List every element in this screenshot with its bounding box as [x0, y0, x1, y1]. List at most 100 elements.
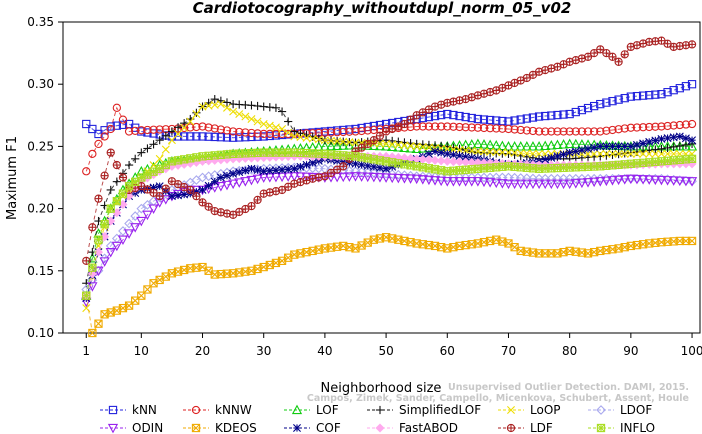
- data-point-kdeos: [681, 236, 691, 246]
- data-point-knn: [669, 86, 678, 95]
- legend-marker-knn: [108, 405, 118, 415]
- data-point-kdeos: [669, 237, 678, 246]
- data-point-loop: [271, 123, 280, 132]
- data-point-kdeos: [388, 234, 397, 243]
- data-point-odin: [503, 179, 514, 190]
- data-point-loop: [632, 149, 641, 158]
- data-point-cof: [608, 142, 617, 151]
- data-point-knn: [614, 95, 623, 104]
- data-point-cof: [632, 140, 641, 149]
- data-point-ldof: [344, 165, 355, 176]
- data-point-kdeos: [94, 319, 103, 328]
- data-point-loop: [375, 139, 384, 148]
- data-point-odin: [148, 204, 159, 214]
- data-point-kdeos: [222, 269, 232, 278]
- data-point-kdeos: [645, 239, 654, 248]
- data-point-odin: [680, 176, 692, 187]
- data-point-kdeos: [400, 236, 409, 246]
- data-point-odin: [552, 179, 563, 190]
- data-point-kdeos: [510, 243, 519, 252]
- data-point-knnw: [651, 122, 660, 131]
- data-point-knnw: [192, 122, 201, 132]
- plot-frame: [62, 21, 701, 334]
- data-point-cof: [663, 134, 672, 143]
- data-point-knnw: [608, 125, 617, 135]
- data-point-kdeos: [479, 238, 489, 247]
- data-point-cof: [174, 191, 183, 200]
- data-point-odin: [387, 173, 398, 184]
- data-point-ldof: [509, 172, 520, 183]
- data-point-kdeos: [124, 301, 134, 310]
- data-point-loop: [504, 148, 513, 157]
- data-point-kdeos: [559, 247, 568, 257]
- data-point-odin: [417, 175, 428, 185]
- data-point-kdeos: [167, 269, 177, 278]
- data-point-knnw: [449, 122, 458, 131]
- data-point-knnw: [247, 128, 256, 138]
- data-point-loop: [339, 137, 348, 146]
- data-point-ldof: [393, 169, 404, 180]
- data-point-loop: [382, 139, 391, 148]
- data-point-cof: [259, 167, 268, 176]
- y-axis: 0.10 0.15 0.20 0.25 0.30 0.35: [27, 15, 63, 340]
- y-tick-label: 0.10: [27, 326, 54, 340]
- data-point-odin: [497, 179, 508, 189]
- data-point-inflo: [106, 204, 115, 213]
- data-point-knn: [118, 120, 128, 129]
- data-point-knn: [192, 132, 201, 141]
- data-point-cof: [657, 134, 666, 143]
- data-point-odin: [644, 175, 655, 185]
- data-point-odin: [99, 257, 110, 267]
- data-point-odin: [87, 282, 98, 292]
- data-point-loop: [204, 101, 213, 110]
- data-point-knnw: [645, 122, 654, 132]
- data-point-knnw: [437, 122, 446, 131]
- data-point-odin: [130, 223, 141, 233]
- data-point-loop: [345, 138, 354, 147]
- data-point-kdeos: [565, 246, 574, 256]
- data-point-knn: [106, 122, 115, 131]
- data-point-knnw: [418, 122, 427, 131]
- data-point-loop: [394, 140, 403, 149]
- chart-title: Cardiotocography_withoutdupl_norm_05_v02: [193, 0, 572, 17]
- legend-label-lof: LOF: [316, 403, 339, 417]
- data-point-odin: [686, 177, 698, 187]
- data-point-knn: [583, 103, 593, 113]
- data-point-odin: [283, 172, 294, 182]
- data-point-knnw: [596, 127, 605, 136]
- data-point-knnw: [504, 124, 513, 134]
- data-point-odin: [674, 176, 685, 187]
- data-point-knnw: [351, 127, 360, 136]
- data-point-knn: [638, 91, 648, 100]
- legend-label-odin: ODIN: [132, 421, 163, 434]
- data-point-odin: [215, 182, 226, 192]
- data-point-odin: [509, 179, 520, 190]
- data-point-cof: [596, 142, 605, 151]
- data-point-lof: [509, 141, 520, 151]
- data-point-knn: [577, 105, 587, 115]
- data-point-kdeos: [88, 329, 97, 337]
- data-point-odin: [111, 241, 122, 252]
- data-point-kdeos: [94, 319, 103, 328]
- data-point-odin: [619, 175, 630, 185]
- data-point-knn: [455, 111, 464, 121]
- data-point-knn: [228, 133, 238, 142]
- data-point-lof: [558, 139, 569, 149]
- data-point-knn: [173, 132, 183, 141]
- data-point-knn: [541, 111, 550, 121]
- data-point-odin: [601, 176, 612, 187]
- legend-marker-kdeos: [191, 423, 201, 433]
- data-point-odin: [527, 179, 539, 190]
- data-point-cof: [541, 155, 550, 164]
- data-point-knnw: [528, 126, 538, 136]
- y-tick-label: 0.25: [27, 139, 54, 153]
- data-point-knn: [241, 133, 250, 142]
- data-point-loop: [333, 137, 342, 146]
- data-point-odin: [393, 173, 404, 184]
- data-point-cof: [167, 192, 176, 201]
- data-point-knnw: [210, 124, 219, 133]
- data-point-kdeos: [553, 249, 562, 258]
- data-point-ldof: [130, 211, 141, 221]
- data-point-odin: [558, 179, 569, 190]
- data-point-kdeos: [675, 236, 684, 246]
